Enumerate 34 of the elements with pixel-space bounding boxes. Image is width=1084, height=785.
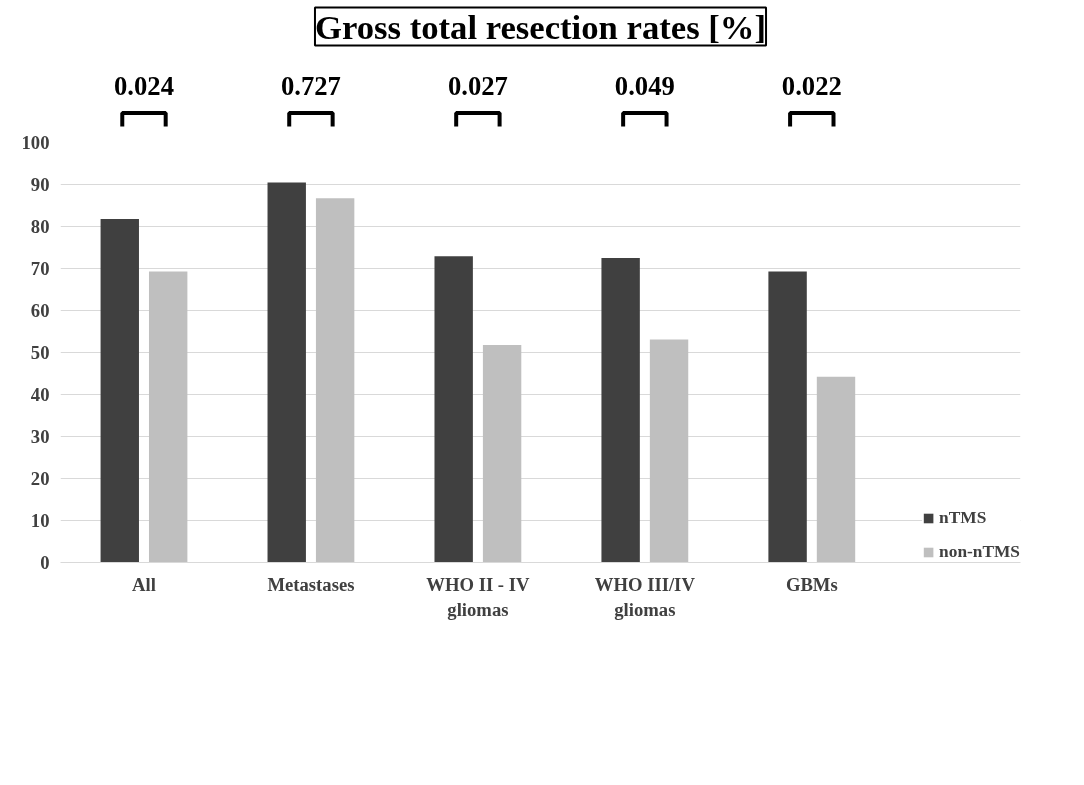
bar: [601, 258, 640, 563]
bar: [267, 182, 306, 563]
bar: [148, 271, 188, 563]
y-tick-label: 20: [30, 468, 50, 489]
text: 0.022: [781, 70, 842, 101]
y-tick-label: 70: [30, 258, 50, 279]
x-tick-label: GBMs: [785, 573, 838, 595]
y-tick-label: 50: [30, 342, 50, 363]
text: 0.027: [447, 70, 508, 101]
legend-label: non-nTMS: [939, 542, 1020, 562]
y-tick-label: 80: [30, 216, 50, 237]
bar: [816, 376, 856, 563]
bar: [482, 344, 522, 563]
text: 0.049: [614, 70, 675, 101]
text: 0.727: [280, 70, 341, 101]
bar: [768, 271, 807, 563]
x-tick-label: Metastases: [267, 573, 355, 595]
bar: [100, 218, 139, 563]
text: 0.024: [113, 70, 174, 101]
y-tick-label: 90: [30, 174, 50, 195]
y-tick-label: 10: [30, 510, 50, 531]
y-tick-label: 100: [21, 132, 50, 153]
y-tick-label: 40: [30, 384, 50, 405]
chart-title: Gross total resection rates [%]: [314, 7, 767, 46]
y-tick-label: 30: [30, 426, 50, 447]
y-tick-label: 0: [40, 552, 50, 573]
x-tick-label: WHO II - IV gliomas: [426, 573, 530, 620]
x-tick-label: All: [132, 573, 156, 595]
bar: [315, 198, 355, 563]
x-tick-label: WHO III/IV gliomas: [594, 573, 696, 620]
bar: [434, 256, 473, 563]
y-tick-label: 60: [30, 300, 50, 321]
bar: [649, 339, 689, 563]
legend-label: nTMS: [939, 508, 987, 528]
